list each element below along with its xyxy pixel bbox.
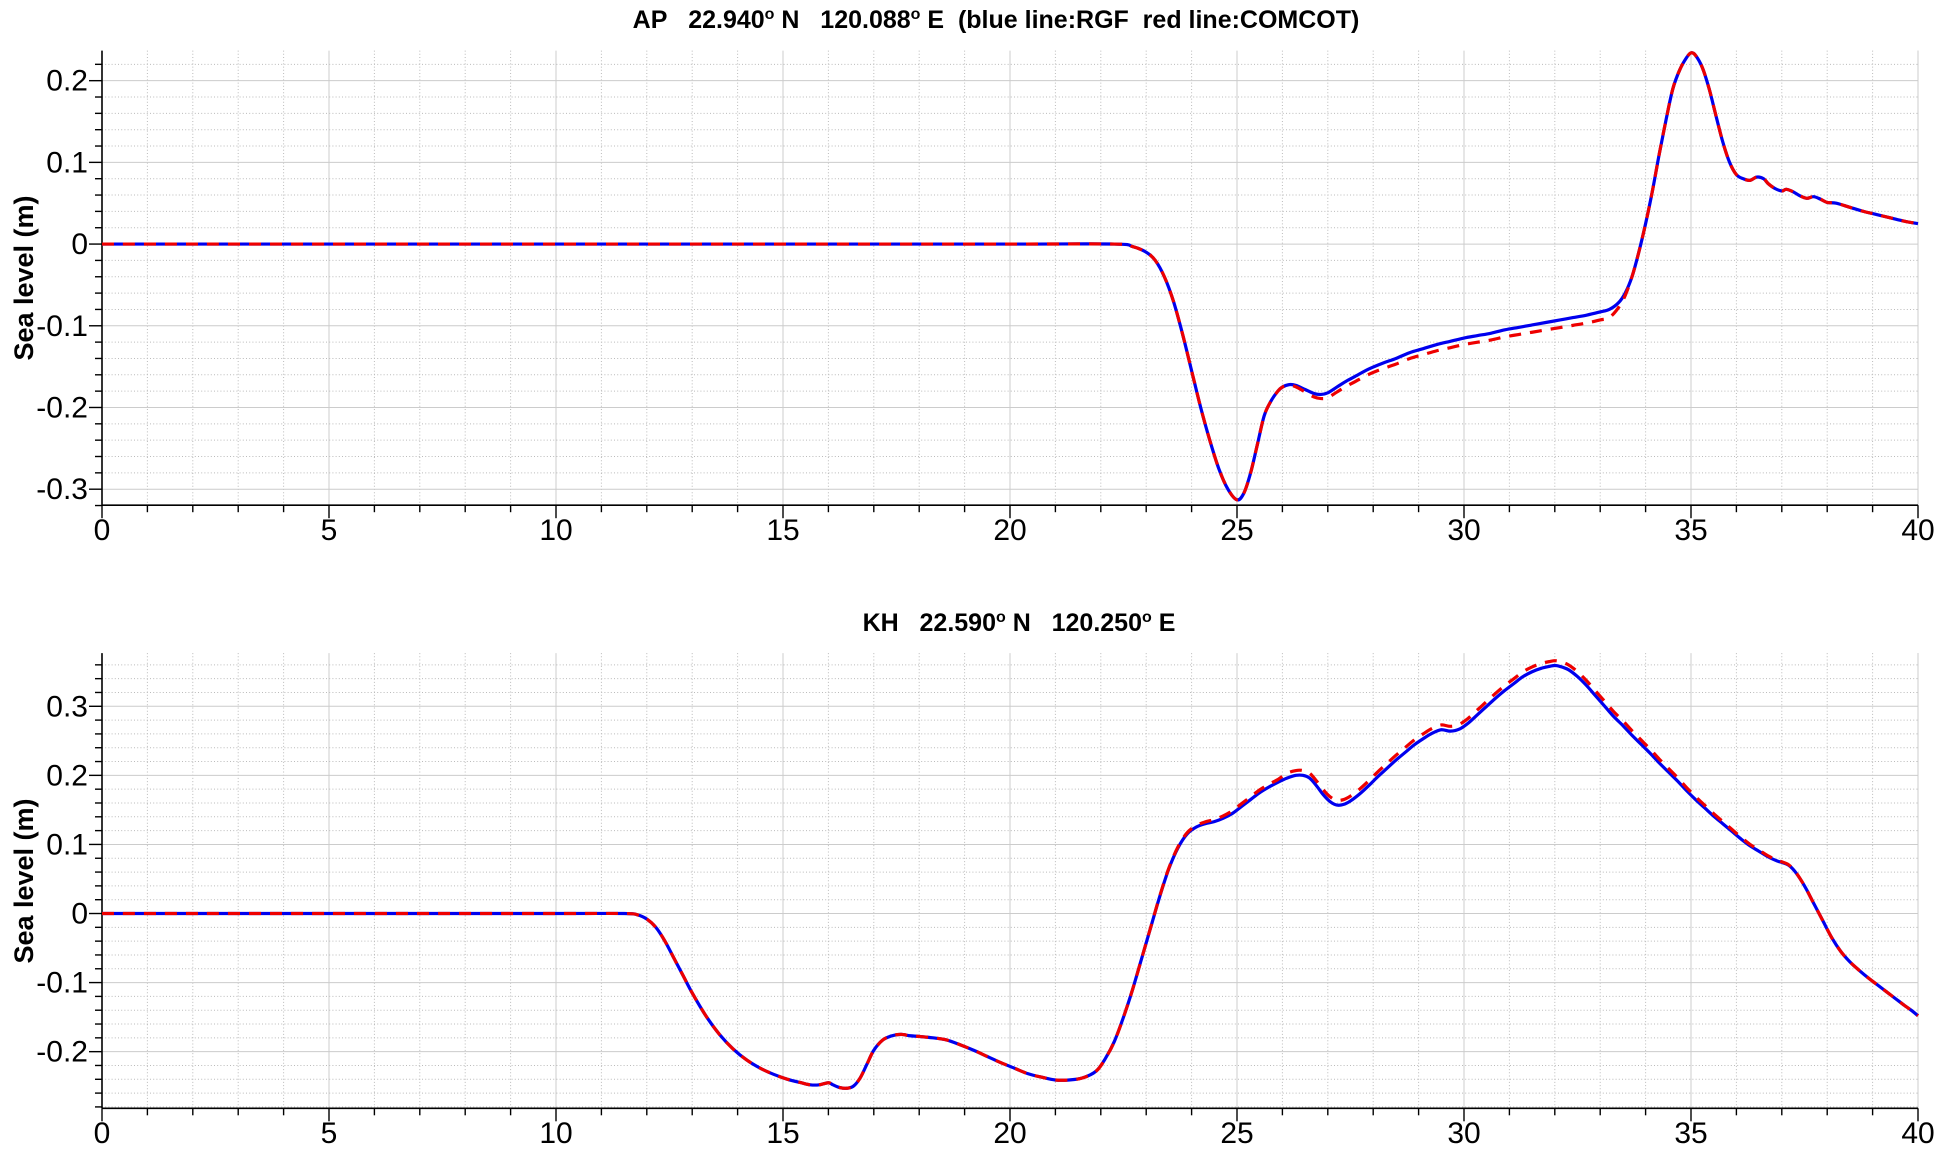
svg-text:0.3: 0.3	[46, 690, 88, 723]
svg-text:0: 0	[71, 898, 88, 931]
svg-text:10: 10	[539, 1117, 572, 1150]
svg-text:KH 22.590o N 120.250o E: KH 22.590o N 120.250o E	[863, 609, 1176, 637]
svg-text:0.1: 0.1	[46, 146, 88, 179]
svg-text:0: 0	[94, 1117, 111, 1150]
svg-text:Sea level (m): Sea level (m)	[9, 195, 39, 360]
svg-text:15: 15	[766, 514, 799, 547]
svg-text:0.2: 0.2	[46, 759, 88, 792]
svg-text:-0.2: -0.2	[36, 1036, 88, 1069]
svg-text:5: 5	[321, 514, 338, 547]
svg-text:25: 25	[1220, 1117, 1253, 1150]
svg-text:-0.1: -0.1	[36, 310, 88, 343]
svg-text:0: 0	[71, 228, 88, 261]
svg-text:40: 40	[1901, 1117, 1934, 1150]
svg-text:30: 30	[1447, 1117, 1480, 1150]
svg-text:10: 10	[539, 514, 572, 547]
svg-text:-0.1: -0.1	[36, 967, 88, 1000]
svg-text:40: 40	[1901, 514, 1934, 547]
svg-text:35: 35	[1674, 1117, 1707, 1150]
svg-text:30: 30	[1447, 514, 1480, 547]
svg-text:Sea level (m): Sea level (m)	[9, 798, 39, 963]
svg-text:0.2: 0.2	[46, 65, 88, 98]
svg-text:AP 22.940o N 120.088o E (: AP 22.940o N 120.088o E (blue line:RGF r…	[633, 6, 1360, 34]
svg-text:20: 20	[993, 1117, 1026, 1150]
svg-text:-0.3: -0.3	[36, 473, 88, 506]
svg-text:0: 0	[94, 514, 111, 547]
svg-text:25: 25	[1220, 514, 1253, 547]
svg-text:35: 35	[1674, 514, 1707, 547]
svg-text:-0.2: -0.2	[36, 392, 88, 425]
svg-text:5: 5	[321, 1117, 338, 1150]
svg-text:0.1: 0.1	[46, 828, 88, 861]
svg-text:20: 20	[993, 514, 1026, 547]
svg-text:15: 15	[766, 1117, 799, 1150]
